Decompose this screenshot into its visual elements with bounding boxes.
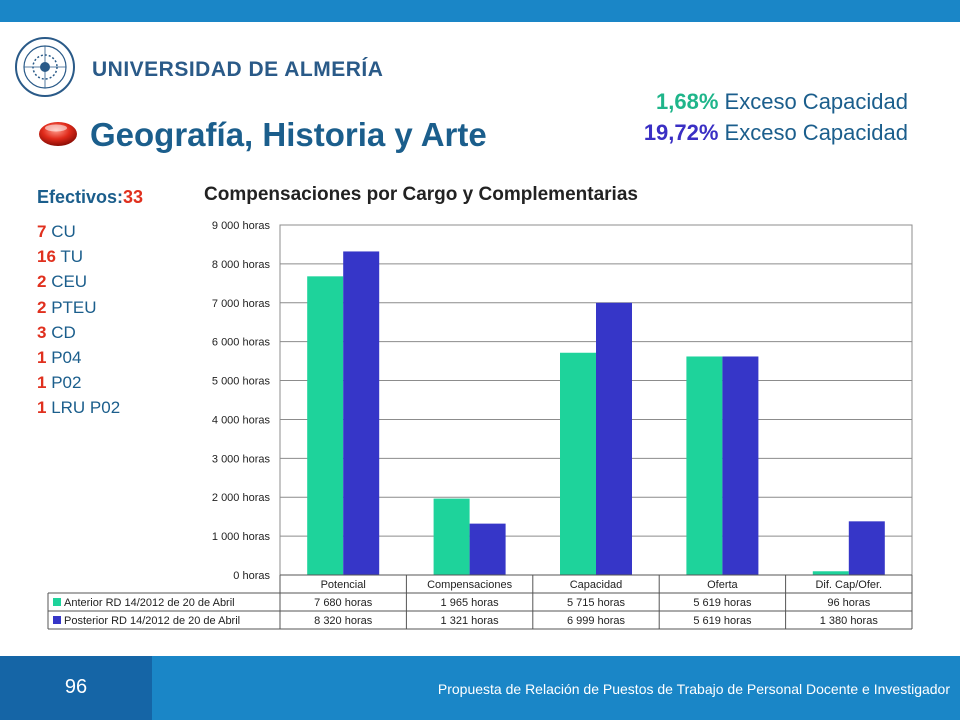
y-tick-label: 5 000 horas — [212, 376, 271, 388]
bar-anterior — [686, 356, 723, 575]
legend-series-name: Anterior RD 14/2012 de 20 de Abril — [64, 597, 235, 609]
bar-anterior — [433, 498, 470, 575]
staff-item: 16 TU — [37, 244, 120, 269]
staff-item: 1 P02 — [37, 370, 120, 395]
legend-swatch — [53, 598, 61, 606]
exceso-capacidad-anterior: 1,68% Exceso Capacidad — [656, 89, 908, 115]
bar-posterior — [596, 302, 632, 575]
staff-item: 1 P04 — [37, 345, 120, 370]
red-bullet-icon — [39, 122, 77, 146]
x-category-label: Dif. Cap/Ofer. — [815, 579, 882, 591]
table-value: 1 965 horas — [441, 597, 500, 609]
y-tick-label: 0 horas — [233, 570, 270, 582]
efectivos-label: Efectivos: — [37, 187, 124, 207]
legend-series-name: Posterior RD 14/2012 de 20 de Abril — [64, 615, 240, 627]
footer-text: Propuesta de Relación de Puestos de Trab… — [437, 681, 950, 697]
y-tick-label: 2 000 horas — [212, 492, 271, 504]
x-category-label: Potencial — [321, 579, 366, 591]
university-name: UNIVERSIDAD DE ALMERÍA — [92, 58, 384, 81]
footer-bar — [152, 656, 960, 720]
footer-page-box — [0, 656, 152, 720]
staff-list: 7 CU 16 TU 2 CEU 2 PTEU 3 CD 1 P04 1 P02… — [37, 219, 120, 421]
y-tick-label: 9 000 horas — [212, 220, 271, 232]
legend-swatch — [53, 616, 61, 624]
staff-count: 1 — [37, 373, 47, 393]
staff-label: PTEU — [46, 297, 97, 317]
staff-label: CEU — [46, 272, 88, 292]
staff-label: P02 — [46, 373, 82, 393]
staff-item: 7 CU — [37, 219, 120, 244]
y-tick-label: 7 000 horas — [212, 298, 271, 310]
x-category-label: Compensaciones — [427, 579, 512, 591]
bar-anterior — [560, 352, 596, 575]
efectivos-count: 33 — [123, 187, 144, 207]
y-tick-label: 4 000 horas — [212, 414, 271, 426]
table-value: 6 999 horas — [567, 615, 626, 627]
staff-count: 16 — [37, 247, 56, 267]
staff-item: 3 CD — [37, 320, 120, 345]
y-tick-label: 3 000 horas — [212, 453, 271, 465]
bar-posterior — [343, 251, 380, 575]
staff-count: 2 — [37, 272, 47, 292]
staff-count: 1 — [37, 398, 47, 418]
staff-count: 1 — [37, 348, 47, 368]
staff-label: LRU P02 — [46, 398, 121, 418]
top-bar — [0, 0, 960, 22]
page-number: 96 — [64, 676, 88, 698]
university-seal-logo — [15, 37, 75, 97]
table-value: 1 380 horas — [820, 615, 879, 627]
exceso-pct: 1,68% — [656, 89, 719, 114]
efectivos-heading: Efectivos:33 — [37, 187, 143, 208]
table-value: 5 619 horas — [693, 597, 752, 609]
chart-title: Compensaciones por Cargo y Complementari… — [204, 184, 638, 205]
staff-item: 2 CEU — [37, 269, 120, 294]
staff-item: 1 LRU P02 — [37, 395, 120, 420]
staff-label: CD — [46, 322, 76, 342]
staff-label: P04 — [46, 348, 82, 368]
exceso-capacidad-posterior: 19,72% Exceso Capacidad — [644, 120, 908, 146]
bar-anterior — [812, 571, 849, 575]
staff-label: TU — [55, 247, 83, 267]
page-title: Geografía, Historia y Arte — [90, 116, 487, 153]
x-category-label: Capacidad — [570, 579, 623, 591]
exceso-label: Exceso Capacidad — [718, 120, 908, 145]
exceso-pct: 19,72% — [643, 120, 719, 145]
staff-count: 7 — [37, 222, 47, 241]
bar-posterior — [722, 356, 759, 575]
staff-item: 2 PTEU — [37, 295, 120, 320]
y-tick-label: 8 000 horas — [212, 259, 271, 271]
table-value: 1 321 horas — [441, 615, 500, 627]
staff-count: 3 — [37, 322, 47, 342]
y-tick-label: 1 000 horas — [212, 531, 271, 543]
bar-posterior — [469, 523, 506, 575]
table-value: 5 619 horas — [693, 615, 752, 627]
bar-anterior — [307, 276, 344, 575]
table-value: 5 715 horas — [567, 597, 626, 609]
x-category-label: Oferta — [707, 579, 738, 591]
staff-label: CU — [46, 222, 76, 241]
table-value: 96 horas — [827, 597, 870, 609]
table-value: 7 680 horas — [314, 597, 373, 609]
table-value: 8 320 horas — [314, 615, 373, 627]
y-tick-label: 6 000 horas — [212, 337, 271, 349]
bar-posterior — [848, 521, 885, 575]
staff-count: 2 — [37, 297, 47, 317]
bar-chart: 0 horas 1 000 horas 2 000 horas 3 000 horas… — [47, 220, 913, 630]
exceso-label: Exceso Capacidad — [718, 89, 908, 114]
